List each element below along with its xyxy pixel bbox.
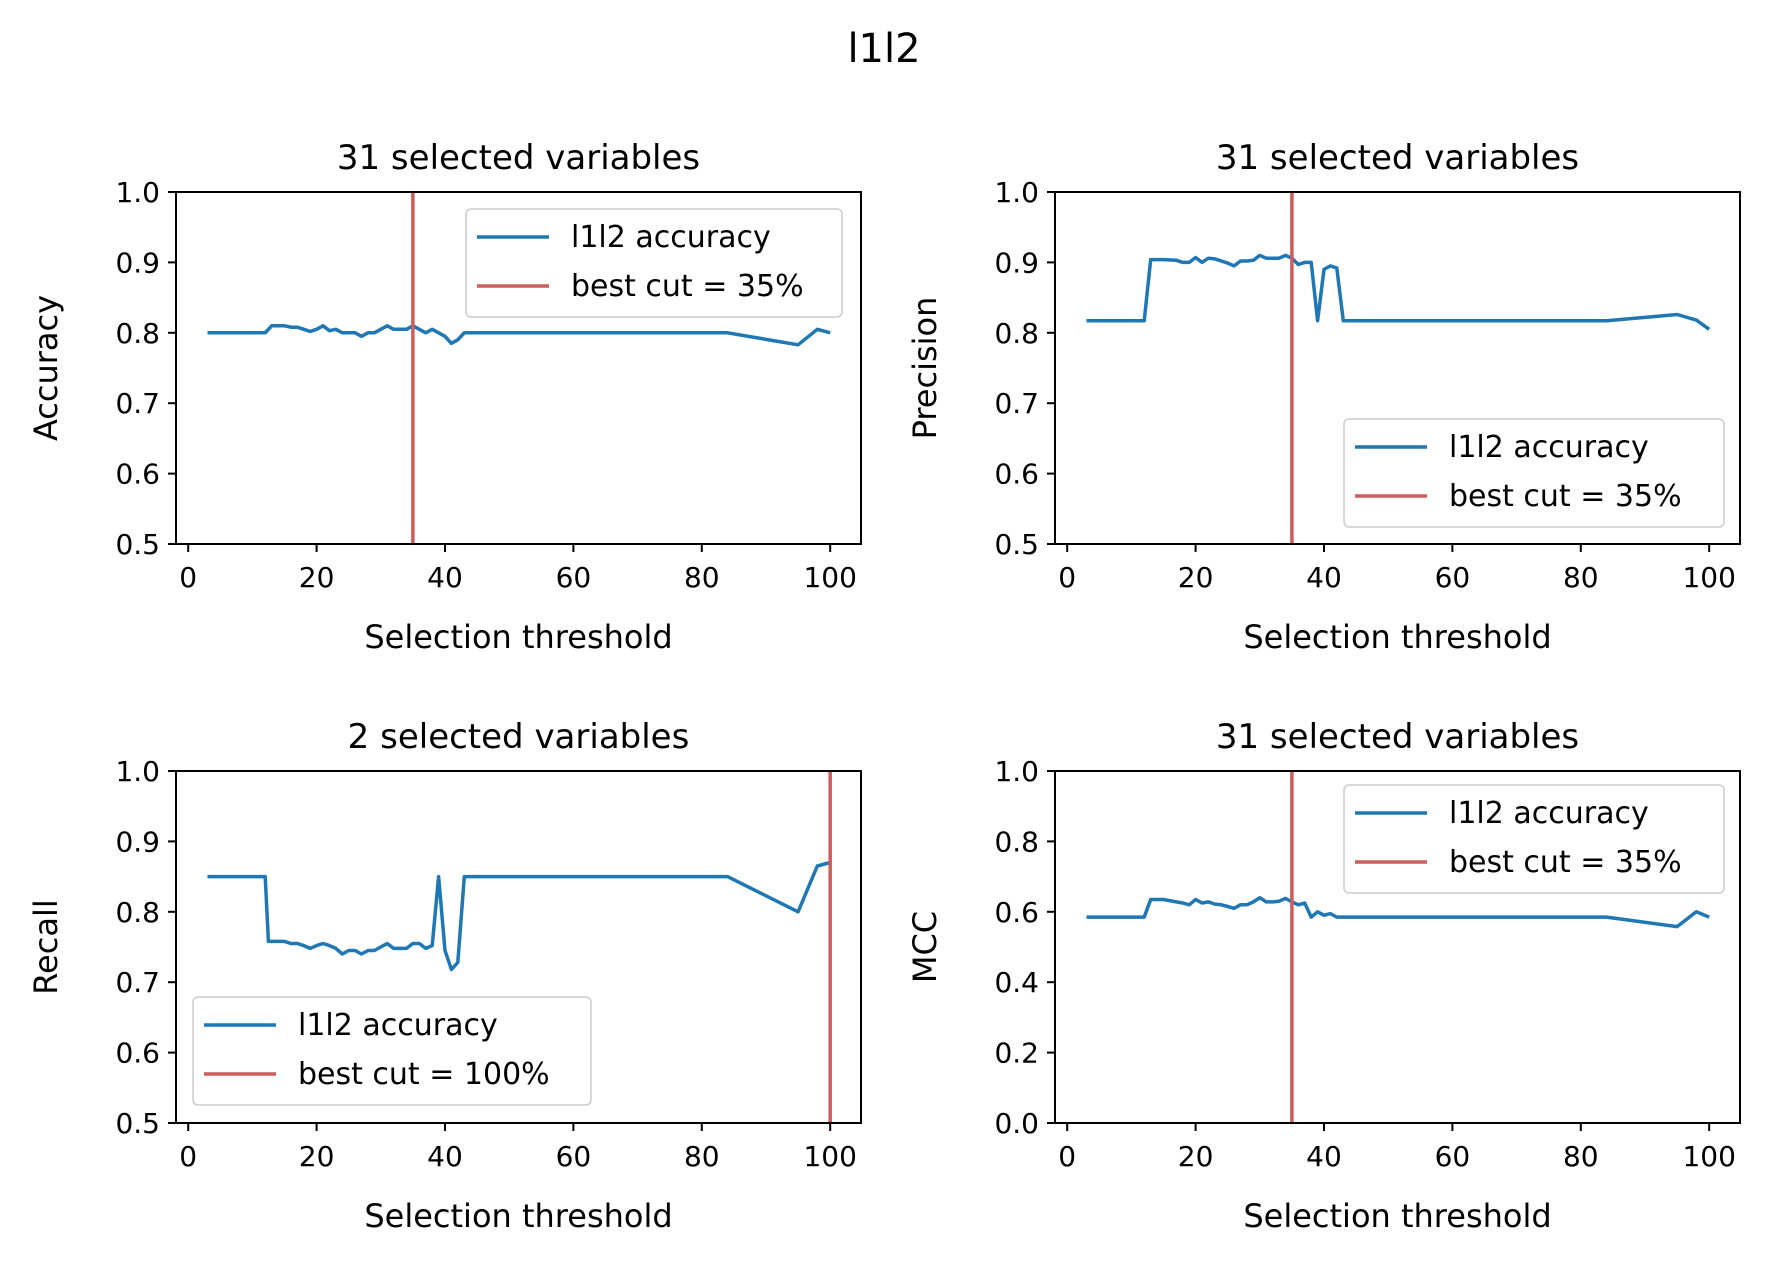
legend-entry-best-cut: best cut = 100%: [298, 1057, 550, 1092]
subplot-title: 2 selected variables: [348, 717, 690, 757]
y-axis-label: Recall: [27, 899, 65, 994]
legend-entry-series: l1l2 accuracy: [298, 1008, 498, 1043]
figure-title: l1l2: [847, 26, 920, 72]
y-axis-label: MCC: [906, 911, 944, 983]
x-tick-label: 0: [179, 1140, 197, 1173]
series-line: [1086, 253, 1711, 331]
y-tick-label: 0.9: [115, 246, 160, 279]
y-tick-label: 1.0: [994, 755, 1039, 788]
x-tick-label: 60: [556, 561, 592, 594]
axes-frame: [175, 770, 862, 1124]
axes-frame: [175, 191, 862, 545]
y-tick-label: 0.7: [115, 966, 160, 999]
legend-entry-series: l1l2 accuracy: [571, 220, 771, 255]
x-tick-label: 60: [556, 1140, 592, 1173]
series-line: [1086, 895, 1710, 929]
x-tick-label: 20: [1178, 1140, 1214, 1173]
subplot-1: 31 selected variables 0 20 40 60 80 100 0.5 0.6 0…: [27, 138, 862, 656]
y-tick-label: 0.8: [115, 896, 160, 929]
x-tick-label: 100: [803, 561, 856, 594]
y-tick-label: 0.9: [115, 825, 160, 858]
y-tick-label: 0.6: [115, 458, 160, 491]
y-axis-label: Precision: [906, 297, 944, 440]
legend-entry-series: l1l2 accuracy: [1449, 430, 1649, 465]
y-tick-label: 0.8: [994, 825, 1039, 858]
legend-entry-series: l1l2 accuracy: [1449, 796, 1649, 831]
x-tick-label: 40: [1306, 1140, 1342, 1173]
legend: l1l2 accuracy best cut = 100%: [192, 996, 592, 1106]
y-tick-label: 0.5: [115, 528, 160, 561]
x-tick-label: 20: [299, 1140, 335, 1173]
y-tick-label: 0.8: [994, 317, 1039, 350]
y-tick-label: 1.0: [994, 176, 1039, 209]
y-tick-label: 0.2: [994, 1037, 1039, 1070]
y-axis-label: Accuracy: [27, 295, 65, 441]
subplot-title: 31 selected variables: [1216, 717, 1579, 757]
x-tick-label: 60: [1435, 561, 1471, 594]
subplot-grid: 31 selected variables 0 20 40 60 80 100 0.5 0.6 0…: [27, 138, 1741, 1235]
legend-box: [1343, 418, 1725, 528]
x-tick-label: 0: [1058, 561, 1076, 594]
y-tick-label: 0.6: [994, 458, 1039, 491]
x-tick-label: 100: [803, 1140, 856, 1173]
legend: l1l2 accuracy best cut = 35%: [1343, 418, 1725, 528]
y-tick-label: 0.8: [115, 317, 160, 350]
subplot-4: 31 selected variables 0 20 40 60 80 100 0.0 0.2 0…: [906, 717, 1741, 1235]
x-tick-label: 40: [1306, 561, 1342, 594]
legend-box: [192, 996, 592, 1106]
x-tick-label: 80: [1563, 1140, 1599, 1173]
subplot-3: 2 selected variables 0 20 40 60 80 100 0.5 0.6 0.…: [27, 717, 862, 1235]
axes-frame: [1054, 770, 1741, 1124]
x-tick-label: 80: [684, 1140, 720, 1173]
series-line: [207, 860, 831, 972]
x-tick-label: 0: [179, 561, 197, 594]
y-tick-label: 0.0: [994, 1107, 1039, 1140]
x-tick-label: 100: [1682, 561, 1735, 594]
legend: l1l2 accuracy best cut = 35%: [465, 208, 843, 318]
subplot-title: 31 selected variables: [1216, 138, 1579, 178]
y-tick-label: 1.0: [115, 176, 160, 209]
x-axis-label: Selection threshold: [1243, 1197, 1551, 1235]
series-line: [207, 324, 831, 347]
y-tick-label: 0.9: [994, 246, 1039, 279]
legend-entry-best-cut: best cut = 35%: [1449, 845, 1682, 880]
y-tick-label: 0.7: [994, 387, 1039, 420]
x-axis-label: Selection threshold: [364, 618, 672, 656]
x-axis-label: Selection threshold: [1243, 618, 1551, 656]
axes-frame: [1054, 191, 1741, 545]
x-tick-label: 0: [1058, 1140, 1076, 1173]
y-tick-label: 0.6: [994, 896, 1039, 929]
subplot-2: 31 selected variables 0 20 40 60 80 100 0.5 0.6 0…: [906, 138, 1741, 656]
legend-box: [465, 208, 843, 318]
legend-box: [1343, 784, 1725, 894]
legend-entry-best-cut: best cut = 35%: [571, 269, 804, 304]
x-tick-label: 40: [427, 561, 463, 594]
y-tick-label: 0.5: [994, 528, 1039, 561]
legend-entry-best-cut: best cut = 35%: [1449, 479, 1682, 514]
x-tick-label: 20: [299, 561, 335, 594]
y-tick-label: 0.5: [115, 1107, 160, 1140]
x-tick-label: 80: [1563, 561, 1599, 594]
legend: l1l2 accuracy best cut = 35%: [1343, 784, 1725, 894]
y-tick-label: 0.4: [994, 966, 1039, 999]
y-tick-label: 0.7: [115, 387, 160, 420]
x-tick-label: 20: [1178, 561, 1214, 594]
x-axis-label: Selection threshold: [364, 1197, 672, 1235]
x-tick-label: 80: [684, 561, 720, 594]
x-tick-label: 100: [1682, 1140, 1735, 1173]
y-tick-label: 0.6: [115, 1037, 160, 1070]
x-tick-label: 60: [1435, 1140, 1471, 1173]
y-tick-label: 1.0: [115, 755, 160, 788]
x-tick-label: 40: [427, 1140, 463, 1173]
subplot-title: 31 selected variables: [337, 138, 700, 178]
